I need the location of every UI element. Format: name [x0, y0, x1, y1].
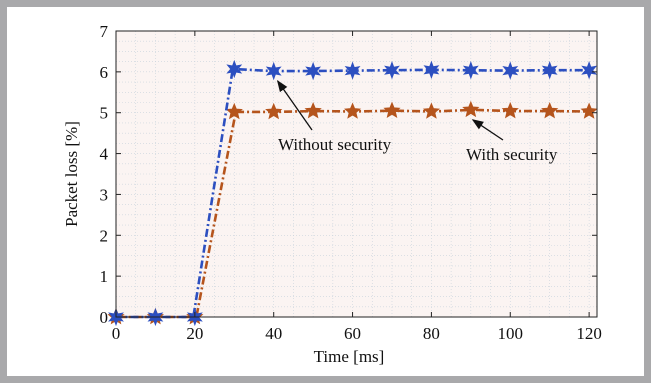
data-point-without: [502, 61, 519, 80]
data-point-without: [226, 59, 243, 79]
annotation-label-without: Without security: [278, 135, 392, 154]
y-tick-label: 3: [100, 185, 109, 204]
ticks: 0 20 40 60 80 100 120 0 1 2 3 4 5 6 7: [100, 22, 602, 343]
data-point-with: [225, 102, 243, 120]
data-point-with: [422, 102, 441, 119]
data-point-without: [344, 61, 361, 80]
data-point-without: [581, 61, 598, 80]
x-tick-label: 100: [498, 324, 524, 343]
y-tick-label: 7: [100, 22, 109, 41]
data-point-with: [383, 101, 401, 118]
data-point-without: [541, 61, 558, 80]
y-tick-label: 1: [100, 267, 109, 286]
annotation-arrow-without: [276, 79, 313, 131]
data-point-with: [501, 102, 519, 119]
plot-border: [115, 30, 598, 318]
grid: [116, 31, 597, 317]
y-tick-label: 0: [100, 308, 109, 327]
data-point-with: [343, 102, 362, 119]
y-tick-label: 6: [100, 63, 109, 82]
annotation-label-with: With security: [466, 145, 558, 164]
x-tick-label: 120: [576, 324, 602, 343]
data-point-without: [384, 61, 400, 80]
x-tick-label: 0: [112, 324, 121, 343]
data-point-with: [462, 100, 480, 118]
y-tick-label: 4: [100, 145, 109, 164]
data-point-without: [462, 61, 479, 80]
data-point-with: [541, 102, 559, 119]
x-axis-label: Time [ms]: [314, 347, 385, 366]
y-tick-label: 2: [100, 226, 109, 245]
annotation-arrow-with: [471, 119, 504, 141]
data-point-with: [265, 102, 283, 120]
x-tick-label: 60: [344, 324, 361, 343]
x-tick-label: 20: [186, 324, 203, 343]
data-point-with: [304, 102, 322, 119]
data-point-without: [265, 61, 282, 81]
data-point-with: [580, 102, 598, 119]
x-tick-label: 80: [423, 324, 440, 343]
x-tick-label: 40: [265, 324, 282, 343]
y-axis-label: Packet loss [%]: [62, 121, 81, 227]
data-point-without: [305, 61, 322, 81]
y-tick-label: 5: [100, 104, 109, 123]
data-point-without: [423, 60, 440, 79]
annotations: Without security With security: [276, 79, 558, 164]
